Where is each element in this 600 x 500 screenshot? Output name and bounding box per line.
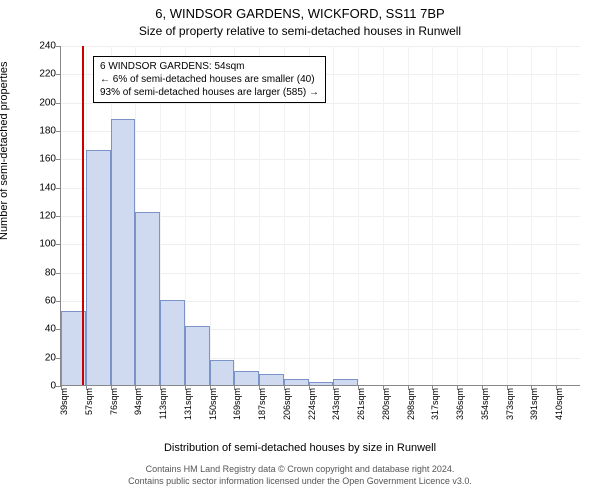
x-tick-label: 224sqm [307, 388, 317, 420]
gridline-v [432, 46, 433, 385]
x-tick-label: 373sqm [505, 388, 515, 420]
gridline-v [358, 46, 359, 385]
x-tick-label: 150sqm [208, 388, 218, 420]
y-tick-label: 0 [6, 381, 56, 392]
histogram-bar [309, 382, 334, 385]
y-tick-mark [56, 273, 61, 274]
x-tick-label: 317sqm [430, 388, 440, 420]
x-tick-label: 39sqm [59, 388, 69, 415]
x-tick-label: 391sqm [529, 388, 539, 420]
x-tick-label: 169sqm [232, 388, 242, 420]
chart-footer: Contains HM Land Registry data © Crown c… [0, 464, 600, 487]
gridline-v [333, 46, 334, 385]
gridline-h [61, 159, 580, 160]
chart-title-line1: 6, WINDSOR GARDENS, WICKFORD, SS11 7BP [0, 6, 600, 21]
y-tick-mark [56, 301, 61, 302]
histogram-bar [333, 379, 358, 385]
plot-area: 02040608010012014016018020022024039sqm57… [60, 46, 580, 386]
x-tick-label: 206sqm [282, 388, 292, 420]
y-tick-label: 200 [6, 97, 56, 108]
x-tick-label: 336sqm [455, 388, 465, 420]
histogram-bar [210, 360, 235, 386]
y-tick-label: 60 [6, 296, 56, 307]
x-axis-label: Distribution of semi-detached houses by … [0, 442, 600, 454]
y-tick-mark [56, 244, 61, 245]
x-tick-label: 298sqm [406, 388, 416, 420]
annotation-box: 6 WINDSOR GARDENS: 54sqm← 6% of semi-det… [93, 56, 326, 103]
gridline-h [61, 46, 580, 47]
y-tick-mark [56, 188, 61, 189]
x-tick-label: 354sqm [480, 388, 490, 420]
histogram-bar [185, 326, 210, 386]
y-tick-label: 120 [6, 211, 56, 222]
y-tick-label: 100 [6, 239, 56, 250]
x-tick-label: 280sqm [381, 388, 391, 420]
y-tick-label: 20 [6, 352, 56, 363]
histogram-bar [111, 119, 136, 385]
x-tick-label: 187sqm [257, 388, 267, 420]
y-tick-label: 160 [6, 154, 56, 165]
chart-container: 6, WINDSOR GARDENS, WICKFORD, SS11 7BP S… [0, 0, 600, 500]
x-tick-label: 113sqm [158, 388, 168, 419]
x-tick-label: 243sqm [331, 388, 341, 420]
y-tick-label: 220 [6, 69, 56, 80]
gridline-v [482, 46, 483, 385]
annotation-line: 6 WINDSOR GARDENS: 54sqm [100, 60, 319, 73]
gridline-v [383, 46, 384, 385]
annotation-line: ← 6% of semi-detached houses are smaller… [100, 73, 319, 86]
y-tick-label: 180 [6, 126, 56, 137]
gridline-h [61, 131, 580, 132]
x-tick-label: 76sqm [109, 388, 119, 415]
x-tick-label: 94sqm [133, 388, 143, 415]
gridline-v [507, 46, 508, 385]
histogram-bar [284, 379, 309, 385]
annotation-line: 93% of semi-detached houses are larger (… [100, 86, 319, 99]
x-tick-label: 131sqm [183, 388, 193, 420]
x-tick-label: 57sqm [84, 388, 94, 415]
y-tick-label: 240 [6, 41, 56, 52]
footer-line2: Contains public sector information licen… [0, 476, 600, 488]
y-tick-mark [56, 74, 61, 75]
y-tick-label: 140 [6, 182, 56, 193]
y-tick-mark [56, 46, 61, 47]
x-tick-label: 261sqm [356, 388, 366, 420]
gridline-v [408, 46, 409, 385]
y-tick-mark [56, 103, 61, 104]
gridline-v [457, 46, 458, 385]
y-tick-mark [56, 216, 61, 217]
histogram-bar [135, 212, 160, 385]
y-tick-label: 80 [6, 267, 56, 278]
histogram-bar [259, 374, 284, 385]
y-tick-mark [56, 159, 61, 160]
property-marker-line [82, 46, 84, 385]
gridline-v [556, 46, 557, 385]
y-tick-label: 40 [6, 324, 56, 335]
footer-line1: Contains HM Land Registry data © Crown c… [0, 464, 600, 476]
y-tick-mark [56, 131, 61, 132]
chart-title-line2: Size of property relative to semi-detach… [0, 24, 600, 38]
gridline-h [61, 188, 580, 189]
gridline-v [531, 46, 532, 385]
histogram-bar [160, 300, 185, 385]
histogram-bar [234, 371, 259, 385]
x-tick-label: 410sqm [554, 388, 564, 420]
histogram-bar [86, 150, 111, 385]
